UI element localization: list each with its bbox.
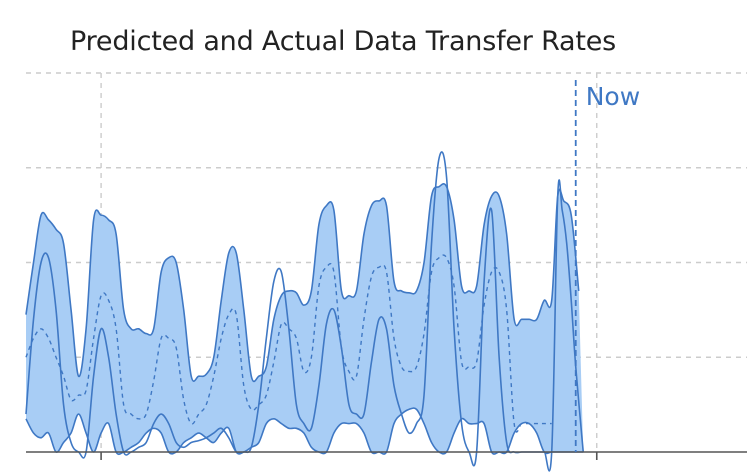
- upper-bound-line: [25, 183, 580, 383]
- axes: [26, 451, 747, 460]
- now-marker: Now: [574, 80, 640, 452]
- plot-area: [25, 151, 585, 472]
- chart-title: Predicted and Actual Data Transfer Rates: [70, 26, 617, 57]
- predicted-line: [25, 254, 552, 433]
- confidence-band: [26, 183, 584, 455]
- lower-bound-line: [25, 407, 584, 456]
- now-label: Now: [586, 82, 640, 111]
